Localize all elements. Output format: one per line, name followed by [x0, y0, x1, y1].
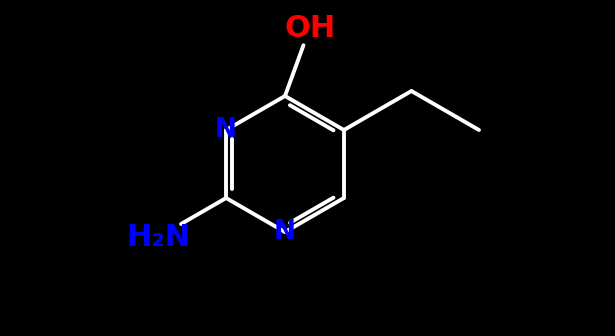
Text: H₂N: H₂N	[127, 222, 191, 252]
Text: N: N	[215, 117, 237, 143]
Text: OH: OH	[284, 14, 335, 43]
Text: N: N	[274, 219, 296, 245]
